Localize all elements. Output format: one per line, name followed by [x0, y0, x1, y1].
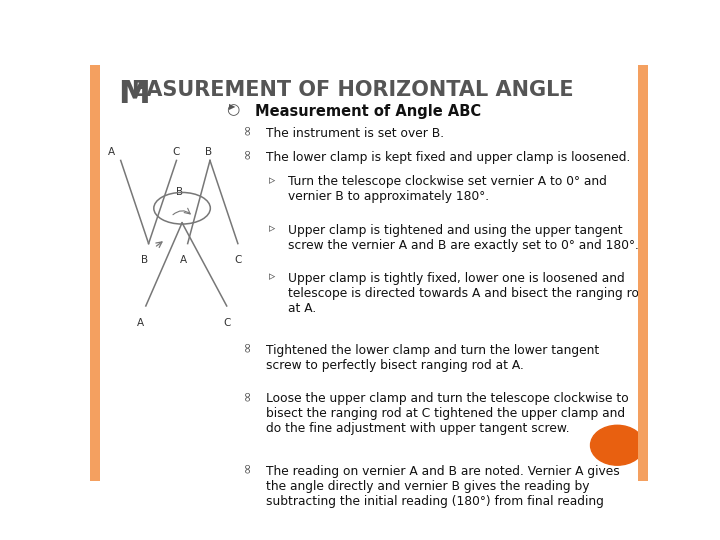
Text: A: A — [108, 147, 114, 157]
Bar — [638, 65, 648, 481]
Text: ∞: ∞ — [241, 148, 255, 159]
Text: Measurement of Angle ABC: Measurement of Angle ABC — [255, 104, 481, 119]
Text: ∞: ∞ — [241, 462, 255, 473]
Text: B: B — [176, 187, 183, 197]
Text: B: B — [205, 147, 212, 157]
Text: ∞: ∞ — [241, 341, 255, 353]
Text: The reading on vernier A and B are noted. Vernier A gives
the angle directly and: The reading on vernier A and B are noted… — [266, 465, 619, 508]
Text: C: C — [223, 318, 230, 328]
Text: A: A — [137, 318, 144, 328]
Text: A: A — [180, 255, 187, 265]
Text: ▶: ▶ — [229, 102, 235, 111]
Text: ○: ○ — [225, 102, 239, 117]
Text: ▹: ▹ — [269, 174, 276, 187]
Text: Turn the telescope clockwise set vernier A to 0° and
vernier B to approximately : Turn the telescope clockwise set vernier… — [288, 176, 607, 204]
Text: ∞: ∞ — [241, 124, 255, 136]
Text: The lower clamp is kept fixed and upper clamp is loosened.: The lower clamp is kept fixed and upper … — [266, 151, 630, 164]
Text: Upper clamp is tightly fixed, lower one is loosened and
telescope is directed to: Upper clamp is tightly fixed, lower one … — [288, 272, 647, 315]
Text: C: C — [234, 255, 241, 265]
Text: Loose the upper clamp and turn the telescope clockwise to
bisect the ranging rod: Loose the upper clamp and turn the teles… — [266, 393, 629, 435]
Text: B: B — [141, 255, 148, 265]
Text: M: M — [118, 79, 150, 110]
Text: C: C — [173, 147, 180, 157]
Text: EASUREMENT OF HORIZONTAL ANGLE: EASUREMENT OF HORIZONTAL ANGLE — [132, 80, 573, 100]
Text: Upper clamp is tightened and using the upper tangent
screw the vernier A and B a: Upper clamp is tightened and using the u… — [288, 224, 639, 252]
Text: ▹: ▹ — [269, 222, 276, 235]
Text: ▹: ▹ — [269, 270, 276, 283]
Bar — [90, 65, 100, 481]
Circle shape — [590, 426, 644, 465]
Text: The instrument is set over B.: The instrument is set over B. — [266, 127, 444, 140]
Text: ∞: ∞ — [241, 389, 255, 401]
Text: Tightened the lower clamp and turn the lower tangent
screw to perfectly bisect r: Tightened the lower clamp and turn the l… — [266, 344, 599, 372]
